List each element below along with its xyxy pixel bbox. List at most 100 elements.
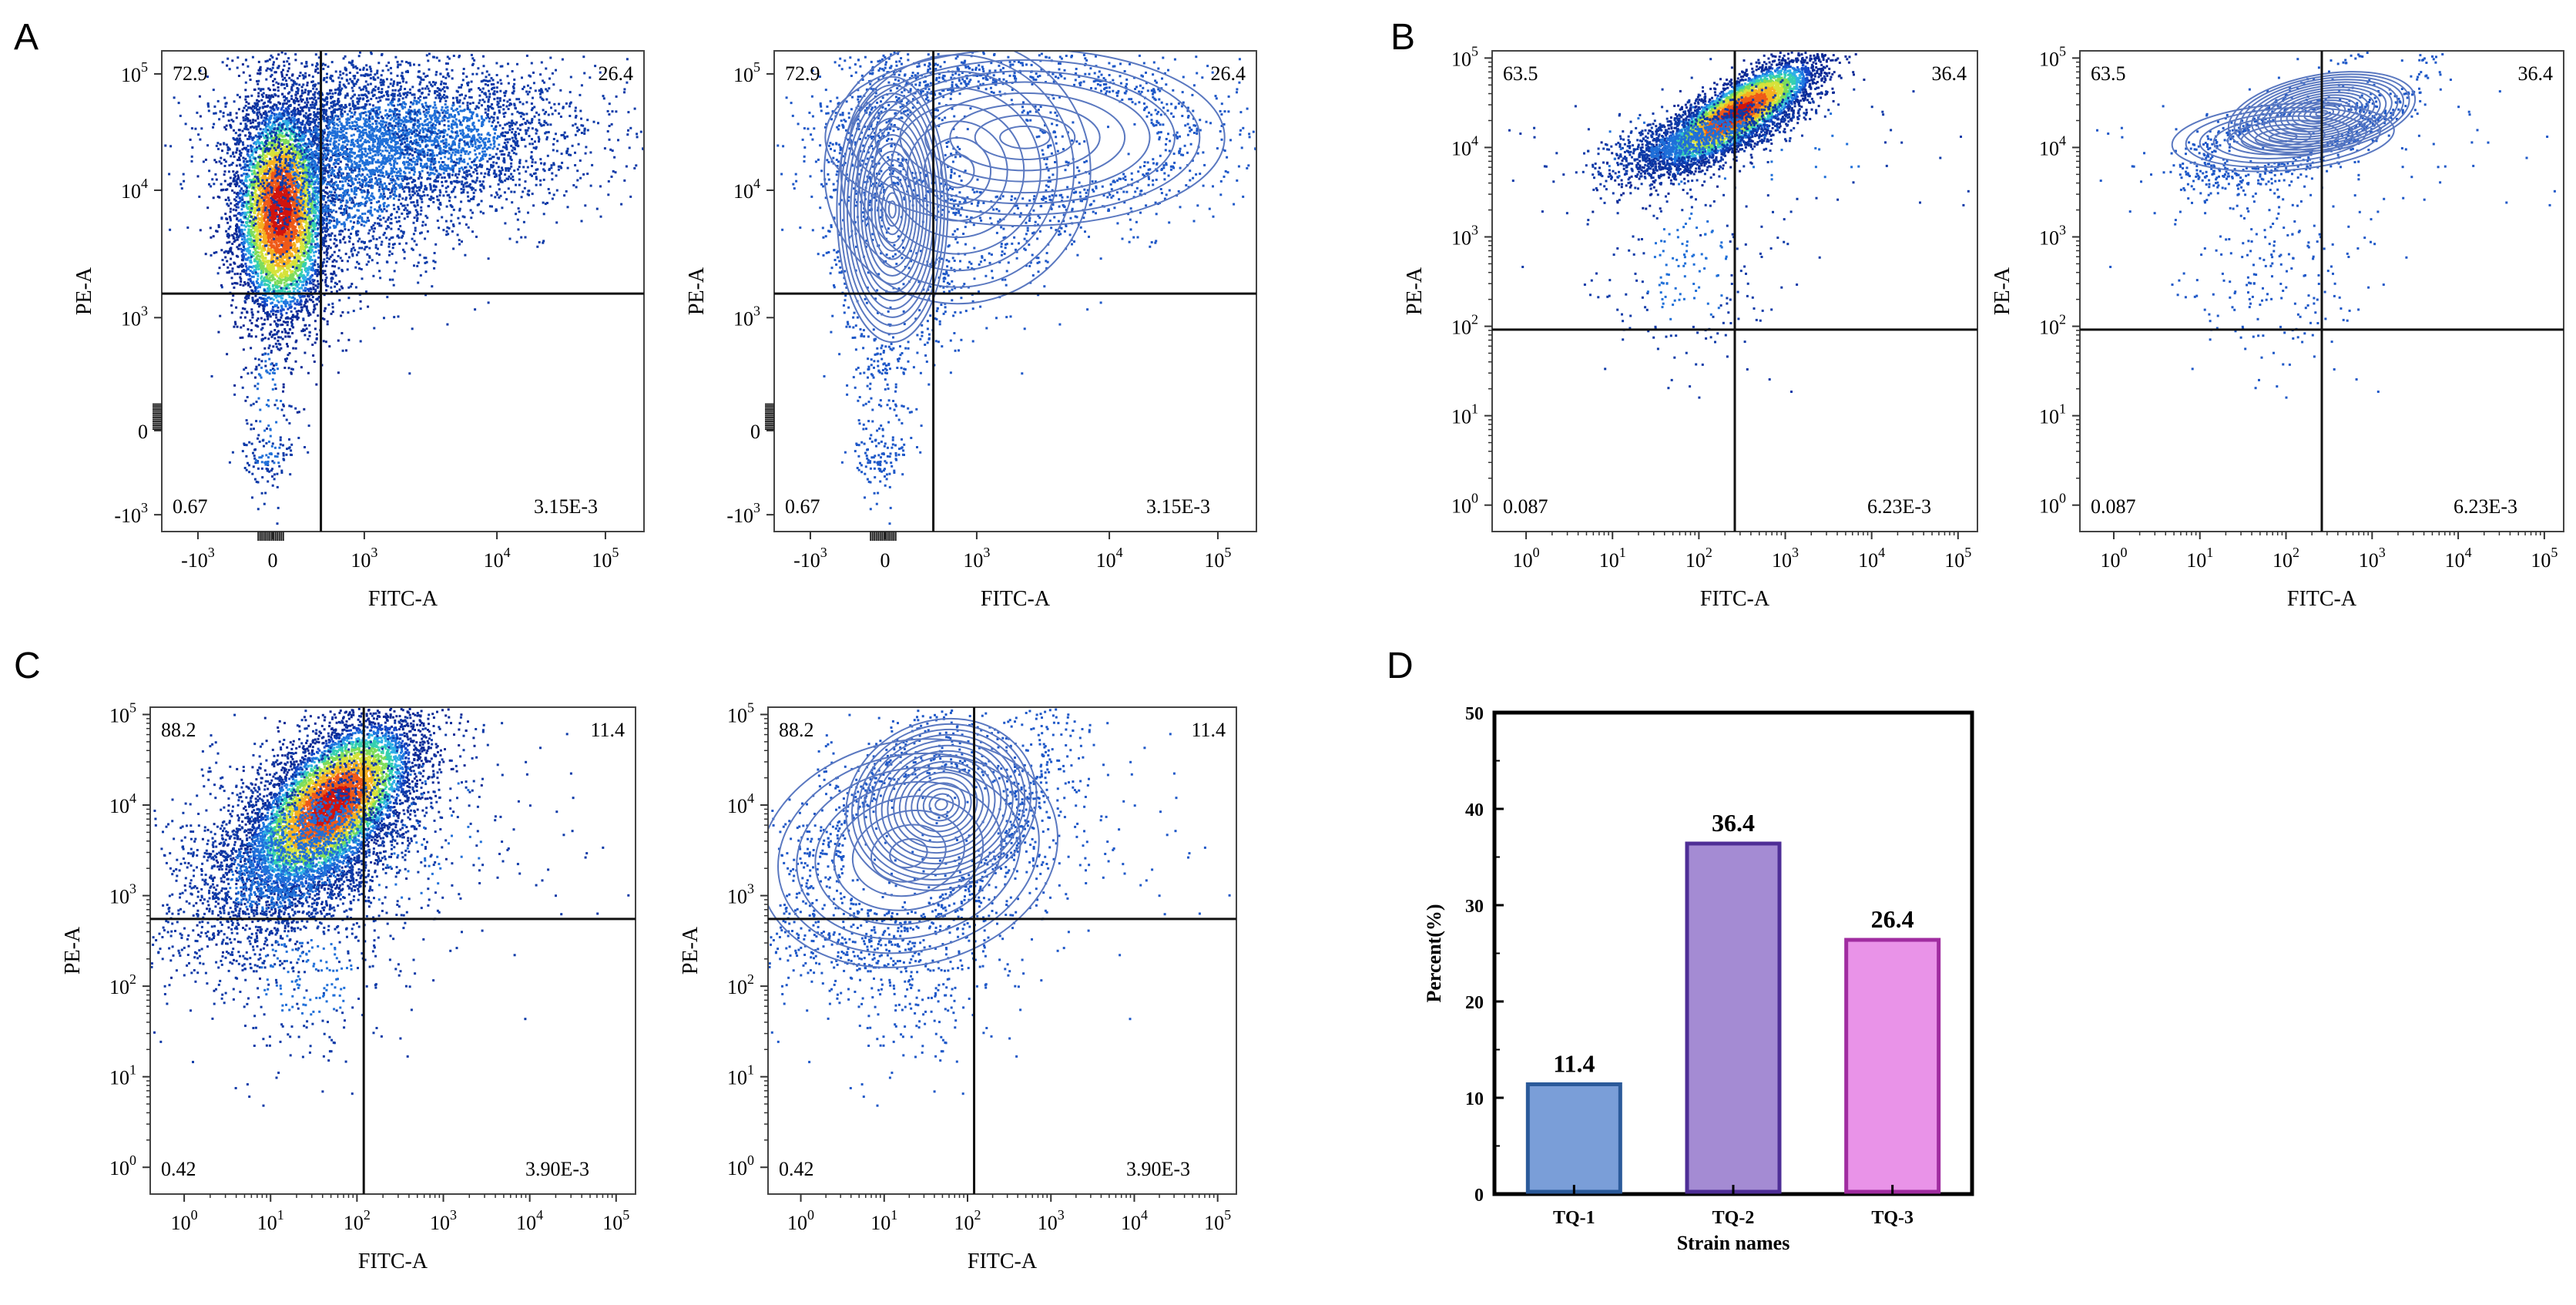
event-dot	[276, 246, 279, 249]
event-dot	[267, 189, 270, 192]
event-dot	[258, 170, 261, 173]
event-dot	[272, 212, 275, 215]
event-dot	[283, 169, 286, 172]
event-dot	[290, 207, 293, 210]
event-dot	[263, 262, 267, 265]
event-dot	[317, 177, 320, 180]
event-dot	[285, 280, 288, 282]
event-dot	[300, 151, 304, 153]
event-dot	[273, 260, 277, 263]
event-dot	[235, 151, 238, 154]
event-dot	[234, 185, 237, 187]
event-dot	[304, 169, 307, 173]
event-dot	[252, 251, 255, 254]
event-dot	[269, 276, 271, 279]
event-dot	[324, 279, 327, 281]
event-dot	[294, 272, 297, 275]
event-dot	[291, 143, 294, 146]
event-dot	[251, 139, 254, 142]
event-dot	[249, 184, 252, 187]
event-dot	[290, 182, 293, 185]
event-dot	[263, 178, 266, 181]
event-dot	[287, 127, 290, 130]
event-dot	[281, 337, 284, 341]
event-dot	[260, 181, 263, 184]
event-dot	[324, 201, 327, 204]
event-dot	[291, 283, 294, 286]
event-dot	[283, 290, 287, 293]
event-dot	[280, 51, 283, 54]
event-dot	[217, 226, 220, 229]
event-dot	[252, 157, 255, 159]
event-dot	[236, 223, 238, 226]
event-dot	[250, 233, 253, 236]
event-dot	[248, 250, 251, 253]
event-dot	[290, 273, 292, 277]
event-dot	[238, 196, 241, 200]
event-dot	[316, 242, 319, 245]
event-dot	[270, 152, 273, 155]
event-dot	[290, 133, 293, 136]
event-dot	[272, 137, 275, 140]
event-dot	[239, 273, 242, 276]
event-dot	[283, 76, 287, 79]
event-dot	[245, 265, 248, 268]
event-dot	[321, 317, 324, 320]
event-dot	[273, 166, 276, 169]
event-dot	[270, 297, 273, 300]
event-dot	[320, 212, 324, 214]
event-dot	[262, 229, 265, 232]
event-dot	[300, 201, 304, 204]
event-dot	[295, 310, 298, 313]
event-dot	[252, 265, 255, 268]
event-dot	[264, 154, 267, 157]
event-dot	[291, 263, 294, 266]
event-dot	[257, 226, 260, 229]
event-dot	[226, 266, 230, 269]
event-dot	[249, 79, 252, 81]
event-dot	[297, 206, 300, 210]
event-dot	[334, 245, 337, 248]
event-dot	[309, 280, 312, 283]
event-dot	[254, 299, 257, 302]
event-dot	[280, 276, 283, 279]
event-dot	[273, 163, 276, 166]
event-dot	[247, 173, 250, 176]
event-dot	[272, 306, 274, 308]
event-dot	[303, 197, 306, 200]
event-dot	[304, 91, 307, 94]
event-dot	[265, 195, 268, 198]
event-dot	[302, 175, 304, 178]
event-dot	[297, 164, 300, 167]
event-dot	[299, 279, 302, 282]
event-dot	[279, 113, 282, 116]
event-dot	[300, 108, 304, 111]
event-dot	[286, 158, 289, 161]
event-dot	[240, 192, 243, 195]
event-dot	[285, 205, 288, 208]
event-dot	[308, 237, 311, 240]
event-dot	[339, 160, 342, 163]
event-dot	[226, 235, 229, 237]
event-dot	[271, 105, 274, 108]
event-dot	[262, 150, 265, 153]
event-dot	[307, 175, 310, 178]
event-dot	[280, 297, 283, 300]
panel-letter: A	[14, 17, 39, 58]
event-dot	[312, 310, 315, 314]
event-dot	[242, 156, 245, 159]
event-dot	[224, 213, 227, 216]
event-dot	[280, 107, 283, 110]
event-dot	[271, 195, 274, 198]
event-dot	[199, 115, 202, 118]
event-dot	[248, 186, 251, 189]
event-dot	[294, 360, 297, 363]
event-dot	[275, 211, 278, 214]
event-dot	[238, 149, 241, 153]
event-dot	[278, 348, 281, 351]
event-dot	[274, 186, 277, 188]
event-dot	[298, 199, 301, 202]
event-dot	[273, 233, 276, 235]
event-dot	[277, 258, 280, 261]
event-dot	[260, 203, 263, 206]
